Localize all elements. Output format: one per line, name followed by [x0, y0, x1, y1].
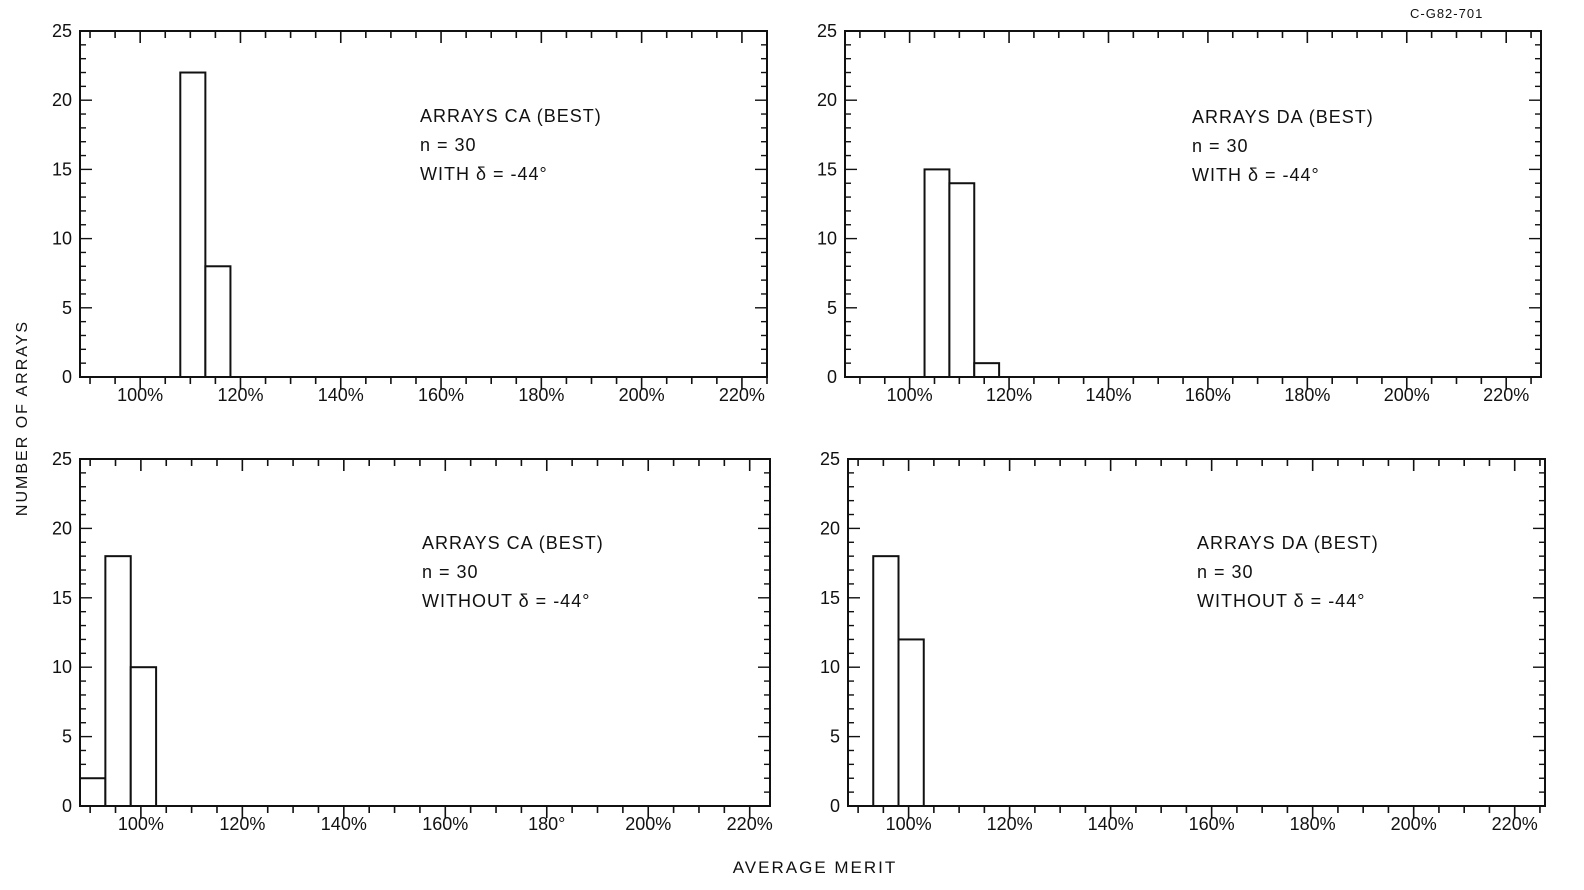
x-tick-label: 120%: [217, 385, 263, 405]
histogram-bar: [129, 666, 158, 808]
y-tick-label: 5: [62, 727, 72, 747]
x-tick-label: 100%: [118, 814, 164, 834]
plot-frame: [79, 30, 768, 378]
x-tick-label: 100%: [887, 385, 933, 405]
panel-annotation-line: WITH δ = -44°: [420, 164, 548, 184]
histogram-top-right: 0 5 10 15 20 25 100% 120% 140% 160% 180% 200% 220% AR…: [817, 21, 1542, 405]
y-tick-label: 25: [52, 21, 72, 41]
y-tick-label: 10: [820, 657, 840, 677]
histogram-bar: [104, 555, 132, 807]
y-tick-label: 15: [52, 588, 72, 608]
panel-annotation-line: ARRAYS DA (BEST): [1197, 533, 1379, 553]
x-tick-label: 120%: [987, 814, 1033, 834]
x-tick-label: 100%: [117, 385, 163, 405]
y-tick-label: 5: [62, 298, 72, 318]
y-tick-label: 15: [52, 159, 72, 179]
x-tick-label: 160%: [422, 814, 468, 834]
x-tick-label: 180%: [518, 385, 564, 405]
y-tick-label: 0: [830, 796, 840, 816]
y-tick-label: 5: [827, 298, 837, 318]
x-tick-label: 180%: [1284, 385, 1330, 405]
histogram-top-left: 0 5 10 15 20 25 100% 120% 140% 160% 180% 200% 220% AR…: [52, 21, 768, 405]
x-tick-label: 140%: [1088, 814, 1134, 834]
histogram-bar: [79, 777, 107, 807]
y-tick-label: 25: [817, 21, 837, 41]
y-tick-label: 20: [52, 90, 72, 110]
histogram-bar: [973, 362, 1001, 379]
panel-annotation-line: WITH δ = -44°: [1192, 165, 1320, 185]
plot-frame: [847, 458, 1546, 807]
histogram-bar: [872, 555, 900, 807]
x-tick-label: 160%: [418, 385, 464, 405]
x-tick-label: 140%: [321, 814, 367, 834]
y-tick-label: 0: [62, 796, 72, 816]
histogram-bottom-left: 0 5 10 15 20 25 100% 120% 140% 160% 180° 200% 220% AR…: [52, 449, 773, 834]
figure-ref-code: C-G82-701: [1410, 6, 1484, 21]
histogram-bar: [897, 638, 925, 807]
panel-annotation-line: n = 30: [422, 562, 479, 582]
y-tick-label: 20: [52, 518, 72, 538]
x-tick-label: 180%: [1290, 814, 1336, 834]
y-tick-label: 15: [817, 159, 837, 179]
y-tick-label: 10: [817, 229, 837, 249]
plot-frame: [844, 30, 1542, 378]
panel-annotation-line: n = 30: [1192, 136, 1249, 156]
x-tick-label: 120%: [219, 814, 265, 834]
x-tick-label: 220%: [1492, 814, 1538, 834]
y-tick-label: 25: [52, 449, 72, 469]
panel-annotation-line: ARRAYS CA (BEST): [420, 106, 602, 126]
y-tick-label: 20: [820, 518, 840, 538]
x-tick-label: 200%: [1391, 814, 1437, 834]
panel-annotation-line: WITHOUT δ = -44°: [1197, 591, 1365, 611]
x-tick-label: 200%: [619, 385, 665, 405]
histogram-bar: [923, 168, 951, 378]
x-tick-label: 160%: [1189, 814, 1235, 834]
panel-annotation-line: WITHOUT δ = -44°: [422, 591, 590, 611]
x-tick-label: 120%: [986, 385, 1032, 405]
x-tick-label: 180°: [528, 814, 565, 834]
x-tick-label: 100%: [886, 814, 932, 834]
x-tick-label: 220%: [727, 814, 773, 834]
histogram-bottom-right: 0 5 10 15 20 25 100% 120% 140% 160% 180% 200% 220% AR…: [820, 449, 1546, 834]
x-tick-label: 200%: [1384, 385, 1430, 405]
panel-annotation-line: n = 30: [1197, 562, 1254, 582]
x-tick-label: 220%: [719, 385, 765, 405]
y-tick-label: 25: [820, 449, 840, 469]
x-axis-label: AVERAGE MERIT: [732, 858, 898, 877]
panel-annotation-line: n = 30: [420, 135, 477, 155]
y-tick-label: 0: [62, 367, 72, 387]
y-tick-label: 20: [817, 90, 837, 110]
histogram-bar: [948, 182, 976, 378]
panel-annotation-line: ARRAYS DA (BEST): [1192, 107, 1374, 127]
x-tick-label: 220%: [1483, 385, 1529, 405]
y-tick-label: 10: [52, 229, 72, 249]
x-tick-label: 160%: [1185, 385, 1231, 405]
y-tick-label: 10: [52, 657, 72, 677]
x-tick-label: 140%: [1085, 385, 1131, 405]
histogram-bar: [204, 265, 232, 378]
y-tick-label: 0: [827, 367, 837, 387]
y-tick-label: 15: [820, 588, 840, 608]
x-tick-label: 140%: [318, 385, 364, 405]
x-tick-label: 200%: [625, 814, 671, 834]
y-tick-label: 5: [830, 727, 840, 747]
panel-annotation-line: ARRAYS CA (BEST): [422, 533, 604, 553]
histogram-bar: [179, 71, 207, 379]
plot-frame: [79, 458, 771, 807]
